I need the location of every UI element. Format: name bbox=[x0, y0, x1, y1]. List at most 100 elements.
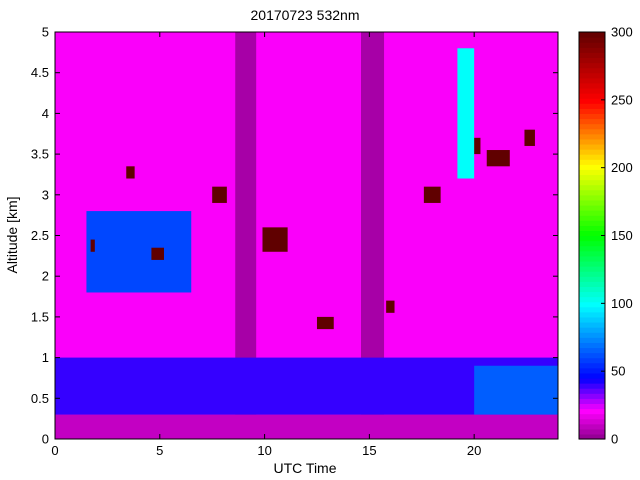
colorbar-segment bbox=[579, 276, 605, 282]
x-tick-label: 0 bbox=[51, 443, 58, 458]
colorbar-segment bbox=[579, 413, 605, 420]
colorbar-segment bbox=[579, 113, 605, 120]
y-tick-label: 4 bbox=[42, 106, 49, 121]
colorbar-segment bbox=[579, 184, 605, 191]
colorbar-axis: 0 50 100 150 200 250 300 bbox=[601, 25, 633, 447]
colorbar-segment bbox=[579, 42, 605, 48]
colorbar-segment bbox=[579, 316, 605, 323]
colorbar-segment bbox=[579, 433, 605, 440]
colorbar-segment bbox=[579, 189, 605, 196]
colorbar-segment bbox=[579, 398, 605, 404]
colorbar-segment bbox=[579, 291, 605, 298]
colorbar-segment bbox=[579, 245, 605, 252]
y-tick-label: 2.5 bbox=[31, 228, 49, 243]
colorbar-segment bbox=[579, 377, 605, 384]
colorbar-segment bbox=[579, 118, 605, 125]
colorbar-segment bbox=[579, 123, 605, 130]
cloud bbox=[151, 247, 164, 260]
cloud bbox=[386, 300, 395, 313]
colorbar-segment bbox=[579, 332, 605, 338]
colorbar-segment bbox=[579, 194, 605, 201]
colorbar bbox=[579, 32, 605, 440]
colorbar-segment bbox=[579, 98, 605, 104]
colorbar-segment bbox=[579, 240, 605, 247]
colorbar-tick-label: 250 bbox=[611, 92, 633, 107]
colorbar-segment bbox=[579, 372, 605, 379]
x-tick-label: 5 bbox=[156, 443, 163, 458]
colorbar-segment bbox=[579, 423, 605, 430]
colorbar-segment bbox=[579, 159, 605, 165]
colorbar-tick-label: 100 bbox=[611, 296, 633, 311]
x-axis-label: UTC Time bbox=[274, 460, 337, 476]
y-tick-label: 5 bbox=[42, 25, 49, 40]
data-gap bbox=[235, 32, 257, 439]
colorbar-segment bbox=[579, 388, 605, 394]
colorbar-segment bbox=[579, 220, 605, 226]
y-tick-label: 0.5 bbox=[31, 391, 49, 406]
colorbar-segment bbox=[579, 362, 605, 369]
cloud bbox=[126, 166, 135, 179]
cloud bbox=[316, 316, 334, 330]
x-tick-label: 10 bbox=[257, 443, 271, 458]
colorbar-frame bbox=[578, 31, 606, 440]
colorbar-segment bbox=[579, 52, 605, 59]
colorbar-segment bbox=[579, 428, 605, 435]
colorbar-segment bbox=[579, 260, 605, 267]
colorbar-segment bbox=[579, 403, 605, 410]
data-gaps bbox=[235, 32, 385, 439]
colorbar-segment bbox=[579, 57, 605, 64]
colorbar-segment bbox=[579, 149, 605, 155]
colorbar-segment bbox=[579, 393, 605, 399]
colorbar-segment bbox=[579, 296, 605, 303]
colorbar-tick-label: 150 bbox=[611, 228, 633, 243]
colorbar-segment bbox=[579, 72, 605, 79]
colorbar-segment bbox=[579, 281, 605, 287]
colorbar-segment bbox=[579, 204, 605, 211]
colorbar-segment bbox=[579, 347, 605, 354]
cloud bbox=[486, 150, 510, 167]
x-tick-label: 20 bbox=[467, 443, 481, 458]
colorbar-segment bbox=[579, 408, 605, 415]
colorbar-segment bbox=[579, 154, 605, 160]
y-tick-label: 0 bbox=[42, 432, 49, 447]
cloud bbox=[90, 239, 95, 252]
colorbar-segment bbox=[579, 235, 605, 242]
colorbar-segment bbox=[579, 327, 605, 333]
colorbar-segment bbox=[579, 230, 605, 237]
colorbar-segment bbox=[579, 138, 605, 145]
colorbar-segment bbox=[579, 342, 605, 349]
y-tick-label: 1 bbox=[42, 350, 49, 365]
colorbar-segment bbox=[579, 311, 605, 318]
cloud bbox=[212, 186, 227, 203]
colorbar-segment bbox=[579, 37, 605, 43]
colorbar-segment bbox=[579, 271, 605, 277]
colorbar-segment bbox=[579, 255, 605, 262]
y-tick-label: 2 bbox=[42, 269, 49, 284]
data-gap bbox=[360, 32, 385, 439]
y-tick-label: 3 bbox=[42, 187, 49, 202]
colorbar-segment bbox=[579, 174, 605, 181]
colorbar-segment bbox=[579, 133, 605, 140]
colorbar-tick-label: 300 bbox=[611, 25, 633, 40]
colorbar-segment bbox=[579, 103, 605, 109]
colorbar-segment bbox=[579, 47, 605, 53]
colorbar-segment bbox=[579, 306, 605, 313]
elevated-aerosol bbox=[86, 211, 192, 293]
heatmap-features bbox=[55, 48, 558, 439]
colorbar-segment bbox=[579, 210, 605, 216]
chart-title: 20170723 532nm bbox=[251, 7, 360, 23]
cloud bbox=[262, 227, 288, 252]
colorbar-segment bbox=[579, 32, 605, 38]
y-tick-label: 3.5 bbox=[31, 147, 49, 162]
colorbar-segment bbox=[579, 286, 605, 293]
colorbar-segment bbox=[579, 179, 605, 186]
colorbar-segment bbox=[579, 357, 605, 364]
y-tick-label: 4.5 bbox=[31, 65, 49, 80]
colorbar-segment bbox=[579, 266, 605, 272]
y-tick-label: 1.5 bbox=[31, 309, 49, 324]
colorbar-segment bbox=[579, 128, 605, 135]
colorbar-segment bbox=[579, 352, 605, 359]
aerosol-plume bbox=[457, 48, 475, 179]
surface-layer bbox=[55, 414, 558, 439]
